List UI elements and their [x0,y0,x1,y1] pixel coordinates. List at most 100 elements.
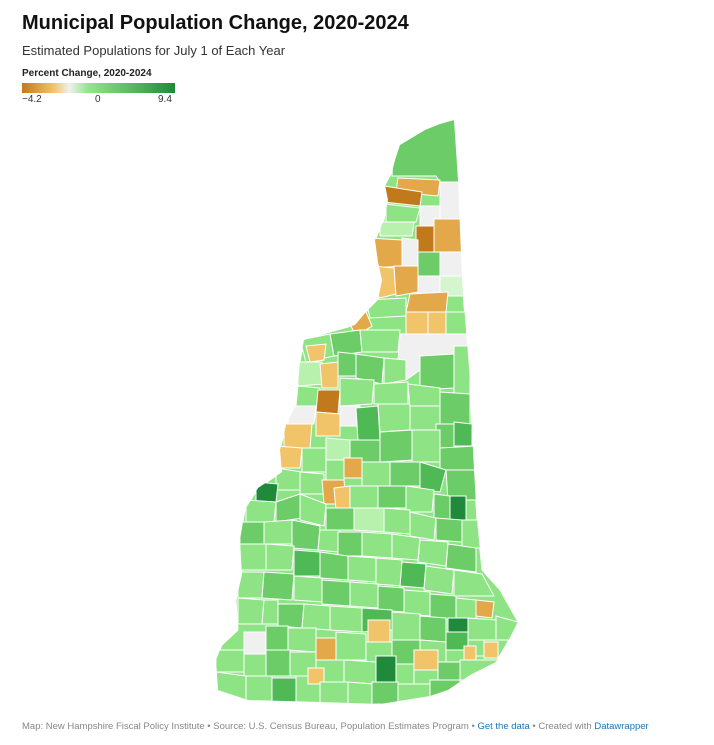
municipality[interactable] [395,663,415,685]
municipality[interactable] [455,597,477,621]
municipality[interactable] [449,495,467,521]
municipality[interactable] [329,329,363,357]
municipality[interactable] [409,511,437,541]
municipality[interactable] [417,251,441,277]
municipality[interactable] [353,507,385,533]
municipality[interactable] [445,311,469,335]
municipality[interactable] [419,461,447,493]
municipality[interactable] [261,571,295,601]
municipality[interactable] [393,265,419,297]
municipality[interactable] [347,555,377,583]
municipality[interactable] [371,265,397,299]
municipality[interactable] [255,481,279,503]
municipality[interactable] [265,649,291,677]
municipality[interactable] [349,581,379,609]
municipality[interactable] [245,499,277,523]
municipality[interactable] [361,461,391,487]
municipality[interactable] [445,543,477,573]
municipality[interactable] [343,659,377,685]
municipality[interactable] [315,389,341,415]
municipality[interactable] [377,585,405,613]
municipality[interactable] [299,493,327,527]
municipality[interactable] [427,311,447,335]
municipality[interactable] [239,521,265,545]
municipality[interactable] [337,531,363,557]
municipality[interactable] [433,218,463,253]
municipality[interactable] [287,627,317,653]
municipality[interactable] [423,565,455,595]
municipality[interactable] [265,625,289,651]
municipality[interactable] [367,619,391,643]
municipality[interactable] [411,429,441,463]
municipality[interactable] [439,251,465,277]
municipality[interactable] [383,507,411,535]
municipality[interactable] [399,561,427,589]
municipality[interactable] [371,681,399,704]
municipality[interactable] [379,221,415,237]
municipality[interactable] [459,679,501,704]
municipality[interactable] [333,485,351,511]
municipality[interactable] [237,597,265,625]
municipality[interactable] [355,405,381,441]
municipality[interactable] [447,617,469,633]
municipality[interactable] [271,677,297,704]
municipality[interactable] [319,551,349,581]
municipality[interactable] [325,437,351,461]
municipality[interactable] [263,519,293,545]
municipality[interactable] [405,485,435,513]
municipality[interactable] [216,671,247,704]
municipality[interactable] [429,679,461,704]
municipality[interactable] [375,557,403,587]
municipality[interactable] [293,549,321,577]
municipality[interactable] [359,329,401,353]
municipality[interactable] [283,423,313,449]
municipality[interactable] [467,617,499,641]
municipality[interactable] [365,297,407,319]
municipality[interactable] [216,649,245,673]
municipality[interactable] [237,571,265,599]
municipality[interactable] [329,605,363,633]
municipality[interactable] [325,507,355,531]
municipality[interactable] [369,237,403,269]
municipality[interactable] [377,485,407,509]
municipality[interactable] [245,675,273,704]
municipality[interactable] [391,611,421,641]
municipality[interactable] [337,351,357,377]
municipality[interactable] [459,659,501,681]
municipality[interactable] [439,445,477,473]
municipality[interactable] [475,599,495,619]
municipality[interactable] [315,637,337,661]
municipality[interactable] [277,603,305,629]
municipality[interactable] [453,345,471,395]
municipality[interactable] [293,575,323,603]
municipality[interactable] [305,343,327,363]
municipality[interactable] [319,361,339,389]
municipality[interactable] [319,681,349,704]
municipality[interactable] [379,429,415,463]
municipality[interactable] [373,381,409,405]
municipality[interactable] [483,641,499,659]
municipality[interactable] [361,531,393,559]
municipality[interactable] [343,457,363,479]
municipality[interactable] [405,291,449,313]
municipality[interactable] [261,599,279,625]
municipality[interactable] [301,603,331,631]
municipality[interactable] [415,225,435,253]
municipality[interactable] [453,421,473,447]
municipality[interactable] [287,405,317,425]
municipality[interactable] [299,471,325,495]
municipality[interactable] [397,683,431,704]
municipality[interactable] [419,353,455,391]
municipality[interactable] [439,391,471,427]
municipality[interactable] [433,493,451,521]
municipality[interactable] [417,275,441,295]
municipality[interactable] [453,569,495,597]
municipality[interactable] [463,645,477,661]
municipality[interactable] [321,579,351,607]
municipality[interactable] [243,631,267,655]
municipality[interactable] [301,447,327,473]
municipality[interactable] [349,485,379,509]
municipality[interactable] [401,237,419,267]
municipality[interactable] [413,649,439,671]
